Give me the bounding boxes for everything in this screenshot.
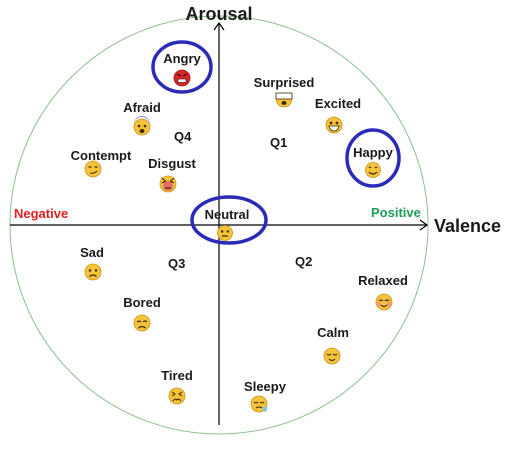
emotion-relaxed: Relaxed — [358, 273, 408, 311]
emotion-label: Neutral — [205, 207, 250, 222]
valence-axis-label: Valence — [434, 216, 501, 236]
quadrant-label: Q3 — [168, 256, 185, 271]
emotion-label: Surprised — [254, 75, 315, 90]
emotion-surprised: Surprised — [254, 75, 315, 108]
emotion-tired: Tired — [161, 368, 193, 405]
emotion-label: Afraid — [123, 100, 161, 115]
emotion-contempt: Contempt — [71, 148, 132, 178]
neutral-face-icon — [217, 225, 233, 241]
emotion-happy: Happy — [353, 145, 394, 178]
emotion-label: Excited — [315, 96, 361, 111]
bored-face-icon — [133, 314, 151, 332]
sad-face-icon — [84, 263, 102, 281]
highlight-ring-happy — [345, 128, 401, 188]
positive-label: Positive — [371, 205, 421, 220]
emotion-label: Sleepy — [244, 379, 287, 394]
negative-label: Negative — [14, 206, 68, 221]
emotion-label: Calm — [317, 325, 349, 340]
happy-face-icon — [365, 162, 381, 178]
emotion-excited: Excited — [315, 96, 361, 134]
emotion-label: Disgust — [148, 156, 196, 171]
emotion-sad: Sad — [80, 245, 104, 281]
emotion-label: Contempt — [71, 148, 132, 163]
excited-face-icon — [325, 116, 343, 134]
emotion-afraid: Afraid — [123, 100, 161, 136]
disgust-face-icon — [159, 175, 177, 193]
tired-face-icon — [168, 387, 186, 405]
sleepy-face-icon — [250, 395, 268, 413]
valence-arrow — [419, 219, 429, 231]
emotion-label: Tired — [161, 368, 193, 383]
emotion-sleepy: Sleepy — [244, 379, 287, 413]
highlight-ring-angry — [151, 40, 213, 94]
arousal-axis-label: Arousal — [185, 4, 252, 24]
highlight-ring-neutral — [190, 195, 268, 245]
calm-face-icon — [323, 347, 341, 365]
emotion-angry: Angry — [163, 51, 202, 87]
emotion-label: Happy — [353, 145, 394, 160]
emotion-bored: Bored — [123, 295, 161, 332]
emotion-neutral: Neutral — [205, 207, 250, 241]
arousal-arrow — [213, 21, 225, 31]
quadrant-label: Q1 — [270, 135, 287, 150]
afraid-face-icon — [133, 116, 151, 136]
emotion-label: Relaxed — [358, 273, 408, 288]
emotion-calm: Calm — [317, 325, 349, 365]
quadrant-label: Q2 — [295, 254, 312, 269]
quadrant-label: Q4 — [174, 129, 192, 144]
emotion-label: Bored — [123, 295, 161, 310]
angry-face-icon — [173, 69, 191, 87]
emotion-disgust: Disgust — [148, 156, 197, 193]
surprised-face-icon — [275, 92, 293, 108]
contempt-face-icon — [84, 160, 102, 178]
emotion-label: Angry — [163, 51, 201, 66]
relaxed-face-icon — [375, 293, 393, 311]
emotion-label: Sad — [80, 245, 104, 260]
